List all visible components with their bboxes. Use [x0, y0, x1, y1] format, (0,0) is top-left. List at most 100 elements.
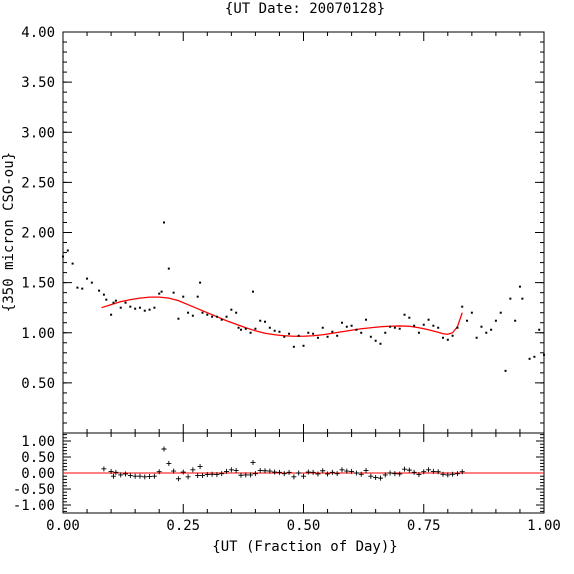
data-point [105, 298, 108, 301]
data-point [143, 309, 146, 312]
residual-point [197, 464, 203, 470]
data-point [244, 327, 247, 330]
data-point [201, 311, 204, 314]
data-point [307, 331, 310, 334]
bottom-axis-ticks: 1.000.500.00-0.50-1.000.00 0.25 0.50 0.75 1.… [13, 433, 561, 534]
chart-title: {UT Date: 20070128} [225, 1, 385, 17]
residual-point [272, 469, 278, 475]
residual-point [204, 472, 210, 478]
residual-point [132, 473, 138, 479]
data-point [283, 335, 286, 338]
residual-point [262, 468, 268, 474]
residual-point [387, 470, 393, 476]
residual-point [445, 472, 451, 478]
residual-point [248, 472, 254, 478]
data-point [350, 324, 353, 327]
y-axis-label: {350 micron CSO-ou} [1, 152, 17, 312]
data-point [163, 221, 166, 224]
data-point [331, 330, 334, 333]
residual-point [440, 471, 446, 477]
data-point [237, 326, 240, 329]
data-point [485, 331, 488, 334]
bottom-y-tick-label: 1.00 [21, 434, 55, 450]
residual-point [296, 470, 302, 476]
data-point [148, 308, 151, 311]
residual-point [349, 468, 355, 474]
data-point [441, 336, 444, 339]
data-point [249, 331, 252, 334]
bottom-y-tick-label: -0.50 [13, 482, 55, 498]
data-point [112, 301, 115, 304]
data-point [264, 320, 267, 323]
data-point [302, 344, 305, 347]
residual-point [123, 471, 129, 477]
data-point [134, 307, 137, 310]
residual-point [252, 471, 258, 477]
residual-point [108, 468, 114, 474]
data-point [292, 345, 295, 348]
data-point [384, 331, 387, 334]
residual-point [329, 469, 335, 475]
fit-curve-layer [101, 296, 463, 337]
data-point [273, 329, 276, 332]
residual-point [219, 471, 225, 477]
data-point [177, 317, 180, 320]
data-point [66, 249, 69, 252]
residual-point [416, 472, 422, 478]
top-data-points [62, 221, 545, 372]
data-point [297, 334, 300, 337]
data-point [360, 331, 363, 334]
data-point [408, 316, 411, 319]
data-point [514, 319, 517, 322]
residual-point [421, 469, 427, 475]
residual-point [199, 473, 205, 479]
data-point [533, 355, 536, 358]
top-y-tick-label: 0.50 [21, 376, 55, 392]
data-point [62, 255, 64, 258]
data-point [432, 324, 435, 327]
residual-point [195, 473, 201, 479]
residual-point [175, 476, 181, 482]
residual-point [397, 471, 403, 477]
data-point [259, 319, 262, 322]
top-y-tick-label: 1.50 [21, 276, 55, 292]
data-point [215, 315, 218, 318]
residual-point [406, 467, 412, 473]
residual-point [276, 469, 282, 475]
data-point [521, 297, 524, 300]
residual-point [180, 469, 186, 475]
residual-point [368, 473, 374, 479]
residual-point [166, 460, 172, 466]
residual-point [450, 471, 456, 477]
residual-point [101, 466, 107, 472]
data-point [278, 330, 281, 333]
residual-point [233, 467, 239, 473]
residual-point [430, 468, 436, 474]
bottom-y-tick-label: 0.50 [21, 450, 55, 466]
data-point [138, 306, 141, 309]
residual-point [171, 468, 177, 474]
residual-point [310, 469, 316, 475]
data-point [475, 336, 478, 339]
data-point [490, 328, 493, 331]
data-point [235, 311, 238, 314]
data-point [403, 313, 406, 316]
x-tick-label: 0.25 [166, 518, 200, 534]
residual-point [339, 467, 345, 473]
data-point [504, 369, 507, 372]
data-point [518, 285, 521, 288]
data-point [528, 357, 531, 360]
data-point [456, 326, 459, 329]
data-point [182, 295, 185, 298]
residual-point [111, 473, 117, 479]
residual-point [334, 471, 340, 477]
residual-point [243, 472, 249, 478]
data-point [268, 326, 271, 329]
residual-points [101, 446, 465, 482]
data-point [288, 332, 291, 335]
data-point [86, 277, 89, 280]
data-point [167, 267, 170, 270]
top-y-tick-label: 3.00 [21, 125, 55, 141]
residual-point [151, 473, 157, 479]
